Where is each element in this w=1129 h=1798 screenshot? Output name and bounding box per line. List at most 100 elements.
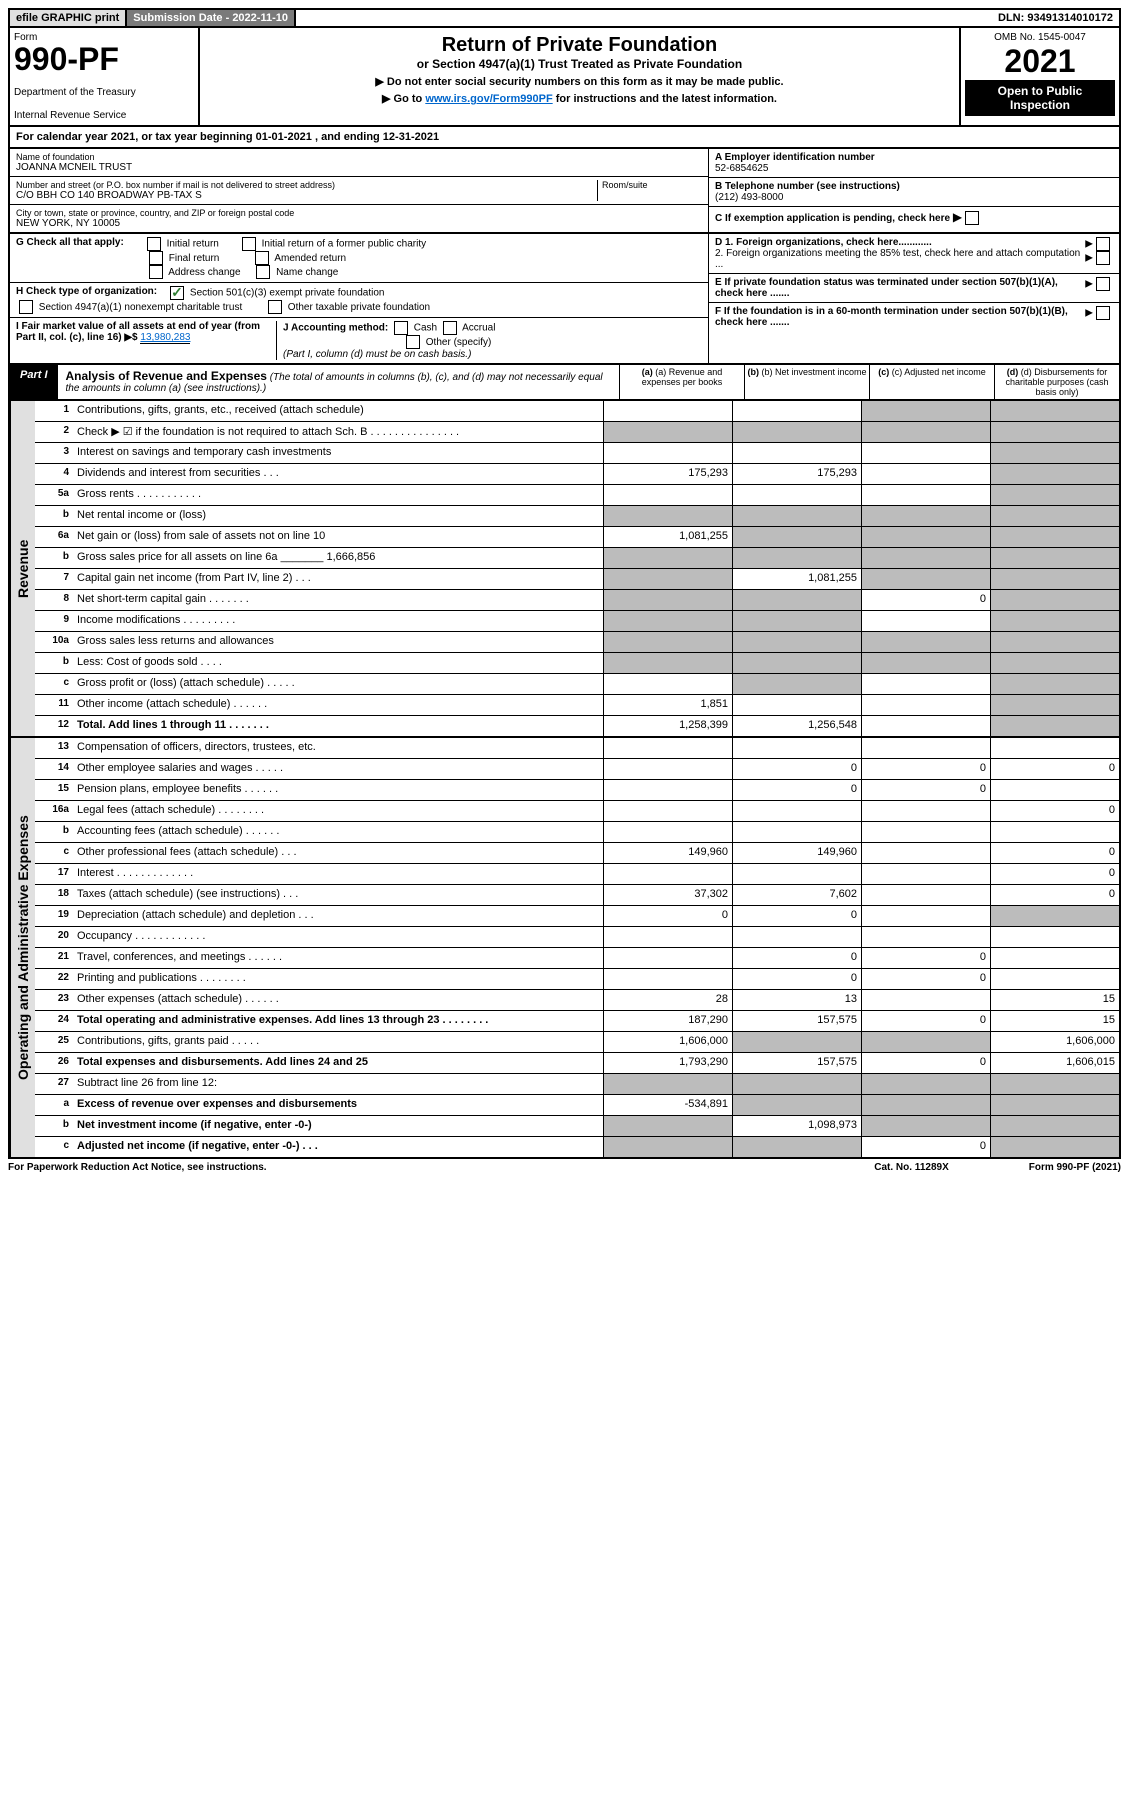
data-cell-b xyxy=(732,1032,861,1052)
data-cell-a xyxy=(603,590,732,610)
row-label: Printing and publications . . . . . . . … xyxy=(73,969,603,989)
name-change-checkbox[interactable] xyxy=(256,265,270,279)
data-cell-d: 15 xyxy=(990,1011,1119,1031)
data-cell-a: 1,851 xyxy=(603,695,732,715)
d1-checkbox[interactable] xyxy=(1096,237,1110,251)
data-cell-a: 0 xyxy=(603,906,732,926)
data-cell-c: 0 xyxy=(861,1053,990,1073)
data-cell-b xyxy=(732,443,861,463)
data-cell-d: 15 xyxy=(990,990,1119,1010)
part1-desc: Analysis of Revenue and Expenses (The to… xyxy=(58,365,619,399)
table-row: 25Contributions, gifts, grants paid . . … xyxy=(35,1032,1119,1053)
col-c-header: (c) (c) Adjusted net income xyxy=(869,365,994,399)
section-e-label: E If private foundation status was termi… xyxy=(715,277,1058,299)
table-row: bGross sales price for all assets on lin… xyxy=(35,548,1119,569)
data-cell-b xyxy=(732,864,861,884)
other-taxable-checkbox[interactable] xyxy=(268,300,282,314)
instructions-link-line: ▶ Go to www.irs.gov/Form990PF for instru… xyxy=(206,92,953,105)
row-label: Net gain or (loss) from sale of assets n… xyxy=(73,527,603,547)
row-number: 17 xyxy=(35,864,73,884)
f-checkbox[interactable] xyxy=(1096,306,1110,320)
row-label: Legal fees (attach schedule) . . . . . .… xyxy=(73,801,603,821)
data-cell-b xyxy=(732,527,861,547)
data-cell-b: 157,575 xyxy=(732,1053,861,1073)
data-cell-d: 1,606,015 xyxy=(990,1053,1119,1073)
data-cell-a: 28 xyxy=(603,990,732,1010)
row-number: c xyxy=(35,1137,73,1157)
data-cell-d xyxy=(990,716,1119,736)
data-cell-d xyxy=(990,822,1119,842)
data-cell-c xyxy=(861,485,990,505)
data-cell-a: 1,081,255 xyxy=(603,527,732,547)
e-checkbox[interactable] xyxy=(1096,277,1110,291)
table-row: 1Contributions, gifts, grants, etc., rec… xyxy=(35,401,1119,422)
data-cell-a xyxy=(603,611,732,631)
4947a1-checkbox[interactable] xyxy=(19,300,33,314)
data-cell-a xyxy=(603,422,732,442)
col-d-header: (d) (d) Disbursements for charitable pur… xyxy=(994,365,1119,399)
data-cell-c: 0 xyxy=(861,590,990,610)
amended-return-checkbox[interactable] xyxy=(255,251,269,265)
table-row: aExcess of revenue over expenses and dis… xyxy=(35,1095,1119,1116)
row-number: b xyxy=(35,1116,73,1136)
data-cell-c xyxy=(861,401,990,421)
data-cell-b xyxy=(732,1074,861,1094)
data-cell-c xyxy=(861,422,990,442)
data-cell-d: 0 xyxy=(990,759,1119,779)
data-cell-a xyxy=(603,759,732,779)
exemption-pending-checkbox[interactable] xyxy=(965,211,979,225)
row-number: 10a xyxy=(35,632,73,652)
data-cell-b xyxy=(732,485,861,505)
row-number: 16a xyxy=(35,801,73,821)
row-label: Gross sales price for all assets on line… xyxy=(73,548,603,568)
fmv-value[interactable]: 13,980,283 xyxy=(140,332,190,344)
data-cell-b: 0 xyxy=(732,969,861,989)
row-label: Subtract line 26 from line 12: xyxy=(73,1074,603,1094)
cash-basis-note: (Part I, column (d) must be on cash basi… xyxy=(283,349,471,360)
row-number: b xyxy=(35,653,73,673)
row-number: 14 xyxy=(35,759,73,779)
data-cell-a xyxy=(603,506,732,526)
data-cell-a: 1,606,000 xyxy=(603,1032,732,1052)
row-label: Occupancy . . . . . . . . . . . . xyxy=(73,927,603,947)
cash-checkbox[interactable] xyxy=(394,321,408,335)
row-label: Gross rents . . . . . . . . . . . xyxy=(73,485,603,505)
address: C/O BBH CO 140 BROADWAY PB-TAX S xyxy=(16,190,597,201)
data-cell-a xyxy=(603,780,732,800)
data-cell-c xyxy=(861,1116,990,1136)
table-row: cAdjusted net income (if negative, enter… xyxy=(35,1137,1119,1157)
accrual-checkbox[interactable] xyxy=(443,321,457,335)
table-row: 21Travel, conferences, and meetings . . … xyxy=(35,948,1119,969)
data-cell-c xyxy=(861,674,990,694)
part1-label: Part I xyxy=(10,365,58,399)
row-number: 3 xyxy=(35,443,73,463)
data-cell-d xyxy=(990,611,1119,631)
data-cell-a xyxy=(603,738,732,758)
row-label: Total. Add lines 1 through 11 . . . . . … xyxy=(73,716,603,736)
data-cell-d xyxy=(990,695,1119,715)
initial-public-charity-checkbox[interactable] xyxy=(242,237,256,251)
form-number: 990-PF xyxy=(14,43,194,75)
final-return-checkbox[interactable] xyxy=(149,251,163,265)
phone-label: B Telephone number (see instructions) xyxy=(715,181,1113,192)
address-change-checkbox[interactable] xyxy=(149,265,163,279)
data-cell-c: 0 xyxy=(861,1011,990,1031)
row-number: 26 xyxy=(35,1053,73,1073)
efile-print-button[interactable]: efile GRAPHIC print xyxy=(10,10,127,26)
data-cell-d: 1,606,000 xyxy=(990,1032,1119,1052)
data-cell-c xyxy=(861,885,990,905)
initial-return-checkbox[interactable] xyxy=(147,237,161,251)
data-cell-a xyxy=(603,485,732,505)
501c3-checkbox[interactable] xyxy=(170,286,184,300)
form990pf-link[interactable]: www.irs.gov/Form990PF xyxy=(425,93,552,105)
row-number: 12 xyxy=(35,716,73,736)
d2-checkbox[interactable] xyxy=(1096,251,1110,265)
data-cell-b xyxy=(732,822,861,842)
data-cell-b: 7,602 xyxy=(732,885,861,905)
data-cell-a xyxy=(603,443,732,463)
row-number: 11 xyxy=(35,695,73,715)
section-h-label: H Check type of organization: xyxy=(16,286,157,300)
table-row: 17Interest . . . . . . . . . . . . .0 xyxy=(35,864,1119,885)
submission-date: Submission Date - 2022-11-10 xyxy=(127,10,296,26)
other-method-checkbox[interactable] xyxy=(406,335,420,349)
